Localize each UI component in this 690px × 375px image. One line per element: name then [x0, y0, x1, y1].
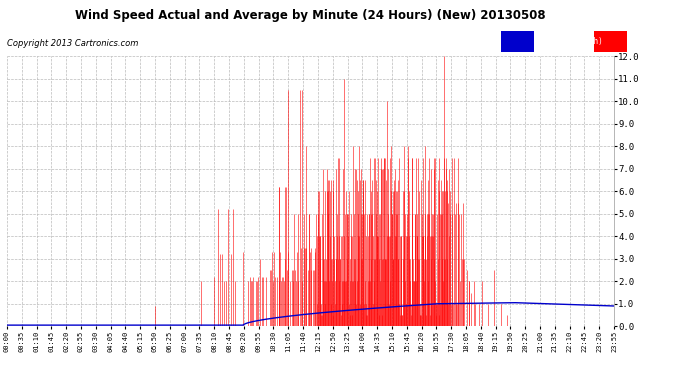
FancyBboxPatch shape	[500, 31, 534, 52]
FancyBboxPatch shape	[593, 31, 627, 52]
Text: Average  (mph): Average (mph)	[538, 37, 602, 46]
Text: Wind  (mph): Wind (mph)	[631, 37, 682, 46]
Text: Copyright 2013 Cartronics.com: Copyright 2013 Cartronics.com	[7, 39, 138, 48]
Text: Wind Speed Actual and Average by Minute (24 Hours) (New) 20130508: Wind Speed Actual and Average by Minute …	[75, 9, 546, 22]
